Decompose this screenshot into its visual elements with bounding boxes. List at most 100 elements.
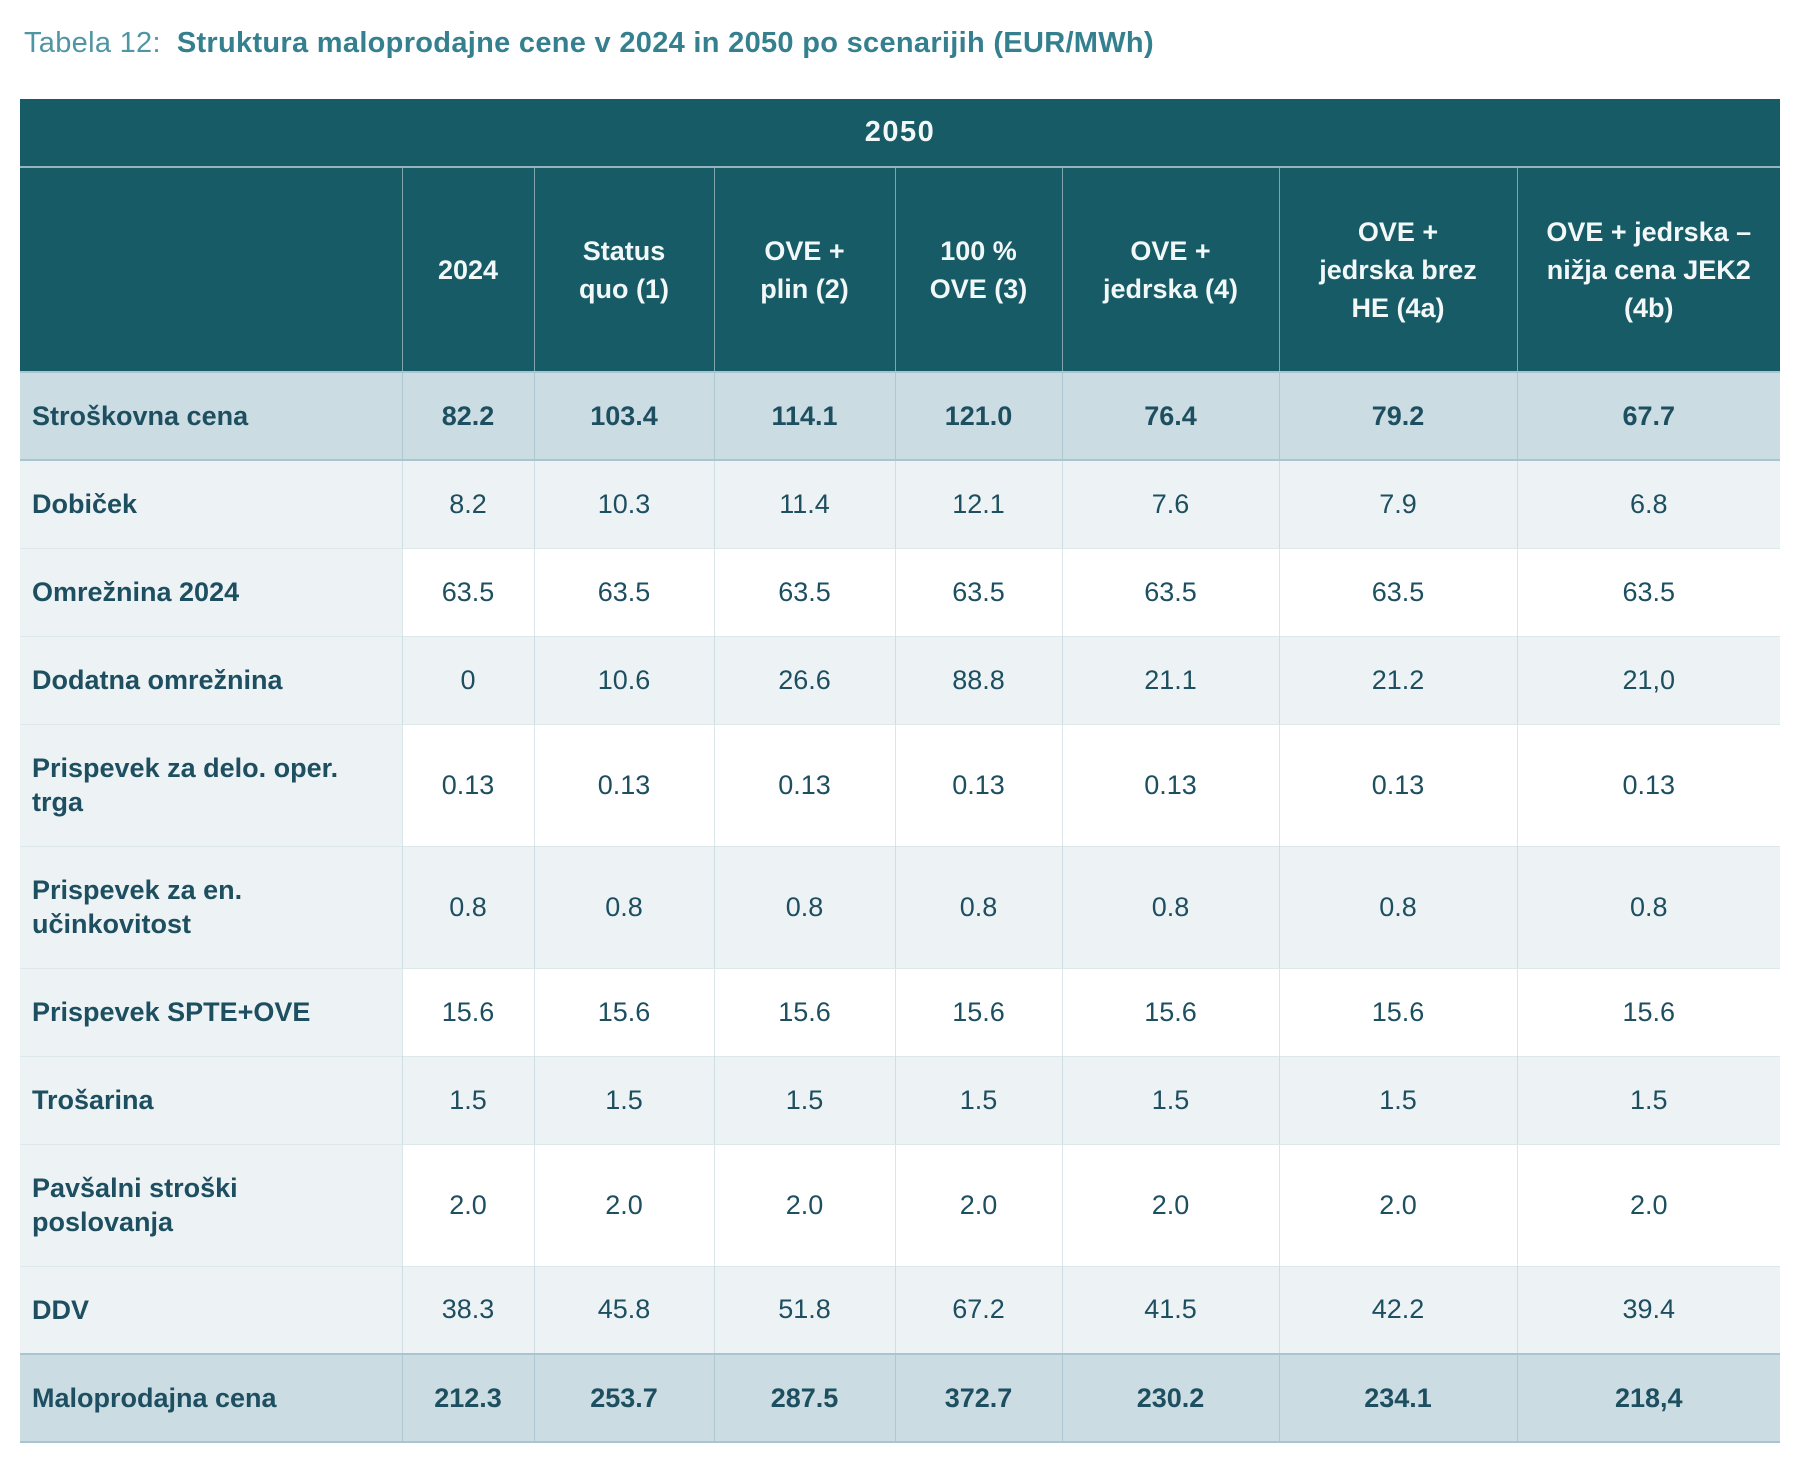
value-cell: 15.6 xyxy=(533,968,714,1056)
row-label: Pavšalni stroški poslovanja xyxy=(20,1144,402,1266)
value-cell: 67.7 xyxy=(1516,372,1781,460)
value-cell: 63.5 xyxy=(533,548,714,636)
value-cell: 21.1 xyxy=(1061,636,1279,724)
value-cell: 372.7 xyxy=(894,1354,1062,1442)
value-cell: 67.2 xyxy=(894,1266,1062,1354)
value-cell: 15.6 xyxy=(1516,968,1781,1056)
value-cell: 7.6 xyxy=(1061,460,1279,548)
price-table: 2050 2024 Status quo (1) OVE + plin (2) 100… xyxy=(20,99,1781,1443)
row-label: Stroškovna cena xyxy=(20,372,402,460)
value-cell: 6.8 xyxy=(1516,460,1781,548)
value-cell: 2.0 xyxy=(894,1144,1062,1266)
value-cell: 15.6 xyxy=(894,968,1062,1056)
value-cell: 0.8 xyxy=(1516,846,1781,968)
value-cell: 1.5 xyxy=(533,1056,714,1144)
value-cell: 230.2 xyxy=(1061,1354,1279,1442)
page-title: Tabela 12: Struktura maloprodajne cene v … xyxy=(24,26,1800,60)
column-header: OVE + jedrska brez HE (4a) xyxy=(1278,166,1517,372)
value-cell: 82.2 xyxy=(401,372,534,460)
value-cell: 63.5 xyxy=(1516,548,1781,636)
value-cell: 63.5 xyxy=(894,548,1062,636)
value-cell: 45.8 xyxy=(533,1266,714,1354)
value-cell: 7.9 xyxy=(1278,460,1517,548)
value-cell: 0.8 xyxy=(1278,846,1517,968)
value-cell: 2.0 xyxy=(401,1144,534,1266)
table-row: Prispevek SPTE+OVE 15.6 15.6 15.6 15.6 15.6 15… xyxy=(20,968,1781,1056)
value-cell: 41.5 xyxy=(1061,1266,1279,1354)
year-banner: 2050 xyxy=(20,99,1781,167)
table-title-text: Struktura maloprodajne cene v 2024 in 20… xyxy=(176,27,1154,59)
row-label: Omrežnina 2024 xyxy=(20,548,402,636)
value-cell: 10.6 xyxy=(533,636,714,724)
value-cell: 0.13 xyxy=(533,724,714,846)
column-header-row: 2024 Status quo (1) OVE + plin (2) 100 % OV… xyxy=(20,166,1781,372)
column-header: OVE + plin (2) xyxy=(713,166,895,372)
value-cell: 2.0 xyxy=(713,1144,895,1266)
value-cell: 38.3 xyxy=(401,1266,534,1354)
value-cell: 0.13 xyxy=(1061,724,1279,846)
value-cell: 2.0 xyxy=(1278,1144,1517,1266)
value-cell: 15.6 xyxy=(1061,968,1279,1056)
value-cell: 88.8 xyxy=(894,636,1062,724)
table-row: Prispevek za delo. oper. trga 0.13 0.13 0.1… xyxy=(20,724,1781,846)
value-cell: 0.8 xyxy=(894,846,1062,968)
value-cell: 0.13 xyxy=(894,724,1062,846)
value-cell: 2.0 xyxy=(1516,1144,1781,1266)
table-row: Dobiček 8.2 10.3 11.4 12.1 7.6 7.9 6.8 xyxy=(20,460,1781,548)
value-cell: 212.3 xyxy=(401,1354,534,1442)
table-row: Omrežnina 2024 63.5 63.5 63.5 63.5 63.5 63.5 63… xyxy=(20,548,1781,636)
value-cell: 21.2 xyxy=(1278,636,1517,724)
column-header: 2024 xyxy=(401,166,534,372)
table-row: Trošarina 1.5 1.5 1.5 1.5 1.5 1.5 1.5 xyxy=(20,1056,1781,1144)
row-label: Dodatna omrežnina xyxy=(20,636,402,724)
table-number-label: Tabela 12: xyxy=(24,27,161,59)
value-cell: 79.2 xyxy=(1278,372,1517,460)
value-cell: 287.5 xyxy=(713,1354,895,1442)
table-body: Stroškovna cena 82.2 103.4 114.1 121.0 76.4 79… xyxy=(20,372,1781,1442)
row-label: Maloprodajna cena xyxy=(20,1354,402,1442)
table-row: Maloprodajna cena 212.3 253.7 287.5 372.7 230… xyxy=(20,1354,1781,1442)
value-cell: 218,4 xyxy=(1516,1354,1781,1442)
value-cell: 0.8 xyxy=(1061,846,1279,968)
table-header: 2050 2024 Status quo (1) OVE + plin (2) 100… xyxy=(20,99,1781,372)
value-cell: 63.5 xyxy=(401,548,534,636)
value-cell: 10.3 xyxy=(533,460,714,548)
value-cell: 63.5 xyxy=(1278,548,1517,636)
value-cell: 0.13 xyxy=(401,724,534,846)
value-cell: 0 xyxy=(401,636,534,724)
table-row: DDV 38.3 45.8 51.8 67.2 41.5 42.2 39.4 xyxy=(20,1266,1781,1354)
row-label: Prispevek za en. učinkovitost xyxy=(20,846,402,968)
value-cell: 15.6 xyxy=(713,968,895,1056)
row-label: Prispevek za delo. oper. trga xyxy=(20,724,402,846)
row-label: Prispevek SPTE+OVE xyxy=(20,968,402,1056)
value-cell: 121.0 xyxy=(894,372,1062,460)
value-cell: 21,0 xyxy=(1516,636,1781,724)
column-header: Status quo (1) xyxy=(533,166,714,372)
value-cell: 39.4 xyxy=(1516,1266,1781,1354)
row-label: Dobiček xyxy=(20,460,402,548)
table-row: Dodatna omrežnina 0 10.6 26.6 88.8 21.1 21.2 21… xyxy=(20,636,1781,724)
value-cell: 1.5 xyxy=(1061,1056,1279,1144)
value-cell: 1.5 xyxy=(1516,1056,1781,1144)
value-cell: 0.8 xyxy=(401,846,534,968)
column-header: OVE + jedrska – nižja cena JEK2 (4b) xyxy=(1516,166,1781,372)
year-banner-row: 2050 xyxy=(20,99,1781,167)
value-cell: 0.13 xyxy=(1278,724,1517,846)
value-cell: 1.5 xyxy=(894,1056,1062,1144)
table-row: Stroškovna cena 82.2 103.4 114.1 121.0 76.4 79… xyxy=(20,372,1781,460)
value-cell: 2.0 xyxy=(1061,1144,1279,1266)
column-header: OVE + jedrska (4) xyxy=(1061,166,1279,372)
row-label: DDV xyxy=(20,1266,402,1354)
value-cell: 0.13 xyxy=(713,724,895,846)
value-cell: 114.1 xyxy=(713,372,895,460)
table-row: Pavšalni stroški poslovanja 2.0 2.0 2.0 2.0 2… xyxy=(20,1144,1781,1266)
value-cell: 12.1 xyxy=(894,460,1062,548)
value-cell: 42.2 xyxy=(1278,1266,1517,1354)
value-cell: 76.4 xyxy=(1061,372,1279,460)
table-row: Prispevek za en. učinkovitost 0.8 0.8 0.8 0.… xyxy=(20,846,1781,968)
value-cell: 63.5 xyxy=(1061,548,1279,636)
value-cell: 1.5 xyxy=(713,1056,895,1144)
value-cell: 0.8 xyxy=(713,846,895,968)
value-cell: 234.1 xyxy=(1278,1354,1517,1442)
corner-cell xyxy=(20,166,402,372)
